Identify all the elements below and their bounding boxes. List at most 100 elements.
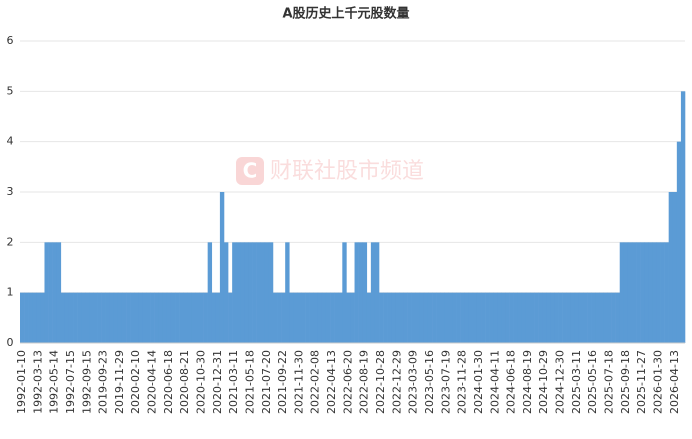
bar <box>354 242 359 343</box>
x-tick-label: 2022-02-08 <box>309 350 322 414</box>
x-tick-label: 1992-09-15 <box>80 350 93 414</box>
bar <box>562 292 567 343</box>
bar <box>215 292 221 343</box>
bar <box>444 292 449 343</box>
bar <box>676 141 682 343</box>
x-tick-label: 2025-05-16 <box>586 350 599 414</box>
bar <box>587 292 592 343</box>
bar <box>379 292 384 343</box>
bar <box>631 242 637 343</box>
bar <box>652 242 657 343</box>
bar <box>362 242 368 343</box>
bar <box>346 292 351 343</box>
bar <box>142 292 147 343</box>
bar <box>668 192 674 343</box>
bar <box>121 292 127 343</box>
bar <box>574 292 580 343</box>
bar <box>599 292 604 343</box>
y-tick-label: 1 <box>7 286 14 299</box>
bar <box>505 292 510 343</box>
bar <box>130 292 135 343</box>
bar <box>517 292 523 343</box>
x-tick-label: 2024-01-30 <box>472 350 485 414</box>
bar <box>432 292 437 343</box>
bar <box>350 292 355 343</box>
bar <box>228 292 233 343</box>
x-tick-label: 2022-08-19 <box>358 350 371 414</box>
bar <box>476 292 482 343</box>
x-tick-label: 2025-07-18 <box>602 350 615 414</box>
bar <box>542 292 547 343</box>
bar <box>166 292 172 343</box>
x-tick-label: 1992-01-10 <box>15 350 28 414</box>
bar <box>550 292 555 343</box>
x-tick-label: 2021-03-11 <box>227 350 240 414</box>
x-tick-label: 2023-07-19 <box>439 350 452 414</box>
bar <box>105 292 111 343</box>
x-tick-label: 2021-09-22 <box>276 350 289 414</box>
bar <box>485 292 490 343</box>
bar <box>415 292 421 343</box>
bar <box>648 242 653 343</box>
bar <box>97 292 102 343</box>
bar <box>305 292 310 343</box>
bar <box>664 242 669 343</box>
bar <box>232 242 237 343</box>
bar <box>615 292 621 343</box>
x-tick-label: 2021-07-20 <box>260 350 273 414</box>
bar <box>636 242 641 343</box>
bar <box>391 292 396 343</box>
bar <box>24 292 29 343</box>
bar <box>93 292 98 343</box>
bar <box>199 292 204 343</box>
bar <box>334 292 339 343</box>
bar <box>325 292 331 343</box>
bar <box>183 292 188 343</box>
x-tick-label: 2019-09-23 <box>97 350 110 414</box>
bar <box>456 292 461 343</box>
bar <box>407 292 412 343</box>
bar <box>89 292 94 343</box>
bar <box>207 242 213 343</box>
y-tick-label: 3 <box>7 185 14 198</box>
bar <box>680 91 686 343</box>
bar <box>317 292 323 343</box>
bar <box>423 292 429 343</box>
bar <box>150 292 155 343</box>
bar <box>546 292 551 343</box>
x-tick-label: 2023-03-09 <box>407 350 420 414</box>
bar <box>342 242 347 343</box>
x-tick-label: 2022-06-20 <box>341 350 354 414</box>
bar <box>170 292 176 343</box>
bar <box>403 292 408 343</box>
x-tick-label: 2020-02-10 <box>129 350 142 414</box>
x-tick-label: 2020-06-18 <box>162 350 175 414</box>
bar <box>529 292 535 343</box>
bar <box>256 242 262 343</box>
bar <box>268 242 274 343</box>
bar <box>603 292 608 343</box>
x-tick-label: 2020-10-30 <box>195 350 208 414</box>
x-tick-label: 2019-11-29 <box>113 350 126 414</box>
bar <box>521 292 527 343</box>
watermark: 财联社股市频道 <box>270 159 424 184</box>
bar <box>219 192 225 343</box>
bar <box>436 292 441 343</box>
x-tick-label: 1992-03-13 <box>31 350 44 414</box>
bar <box>672 192 678 343</box>
bar <box>309 292 315 343</box>
bar <box>338 292 343 343</box>
bar <box>440 292 445 343</box>
bar <box>138 292 143 343</box>
bar <box>60 292 66 343</box>
x-tick-label: 2024-08-19 <box>521 350 534 414</box>
bar <box>460 292 465 343</box>
bar <box>595 292 600 343</box>
x-tick-label: 2021-05-18 <box>243 350 256 414</box>
x-tick-label: 2024-04-11 <box>488 350 501 414</box>
x-tick-label: 2022-12-29 <box>390 350 403 414</box>
bar <box>493 292 498 343</box>
bar <box>623 242 629 343</box>
bar <box>358 242 363 343</box>
bar <box>452 292 457 343</box>
